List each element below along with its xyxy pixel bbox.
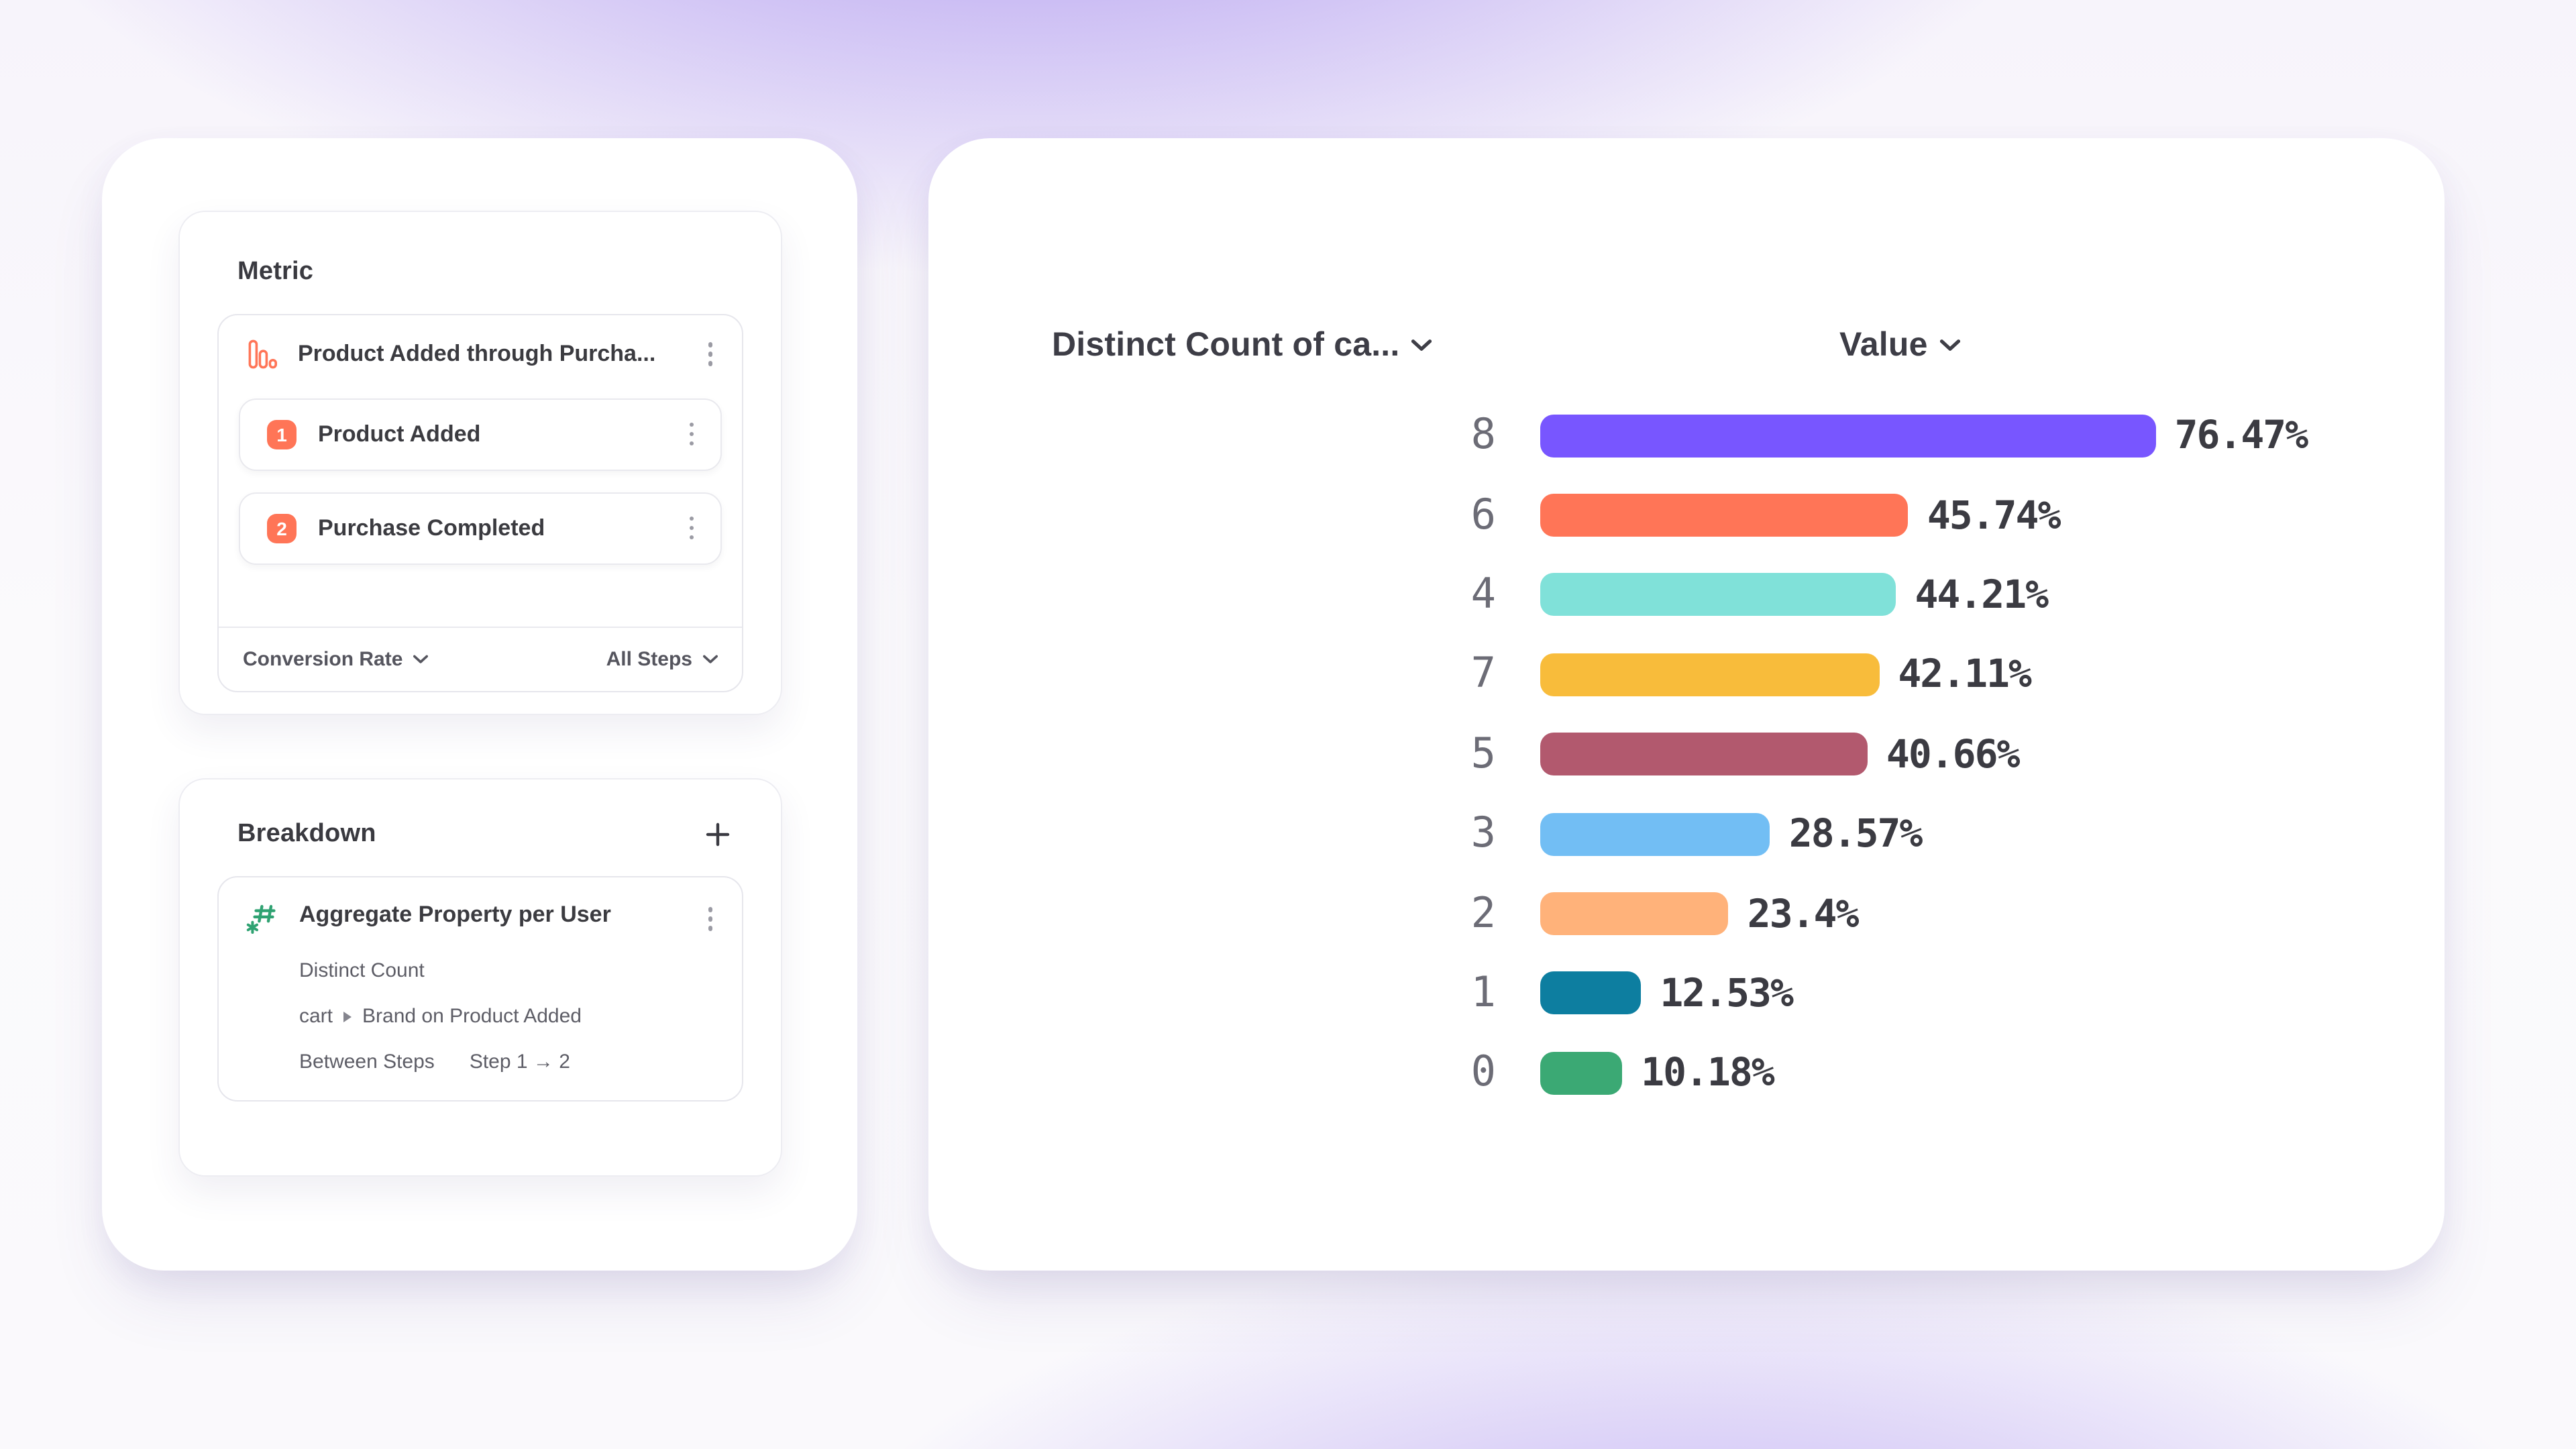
breakdown-property-path[interactable]: cart Brand on Product Added <box>299 1005 720 1028</box>
chart-row: 0 10.18% <box>928 1033 2445 1113</box>
breakdown-column-header-dropdown[interactable]: Distinct Count of ca... <box>1052 326 1432 365</box>
bar-value-label: 44.21% <box>1915 571 2049 617</box>
chart-row: 1 12.53% <box>928 953 2445 1033</box>
chevron-down-icon <box>1411 339 1432 351</box>
bar[interactable] <box>1540 892 1729 936</box>
step-1-label: Product Added <box>318 421 481 446</box>
bar-value-label: 28.57% <box>1788 810 1923 857</box>
funnel-chart-icon <box>248 339 278 368</box>
chart-row: 4 44.21% <box>928 555 2445 635</box>
metric-card-title: Metric <box>237 258 314 286</box>
breakdown-column-header-label: Distinct Count of ca... <box>1052 326 1400 364</box>
bar-value-label: 76.47% <box>2174 412 2309 458</box>
caret-right-icon <box>343 1011 352 1022</box>
chevron-down-icon <box>413 655 429 663</box>
numeric-property-icon <box>246 905 276 934</box>
value-column-header-label: Value <box>1839 326 1928 364</box>
all-steps-label: All Steps <box>606 648 692 671</box>
step-2-kebab-menu-icon[interactable] <box>681 511 702 545</box>
bar[interactable] <box>1540 573 1896 616</box>
bar-value-label: 45.74% <box>1927 492 2061 538</box>
bar[interactable] <box>1540 812 1770 856</box>
breakdown-item[interactable]: Aggregate Property per User Distinct Cou… <box>217 876 743 1102</box>
chevron-down-icon <box>703 655 718 663</box>
query-builder-panel: Metric Product Added through Purcha... 1… <box>102 138 857 1271</box>
chart-row: 7 42.11% <box>928 635 2445 714</box>
bar[interactable] <box>1540 733 1868 776</box>
chart-row: 8 76.47% <box>928 396 2445 476</box>
chart-panel: Distinct Count of ca... Value 8 76.47% 6… <box>928 138 2445 1271</box>
funnel-steps: 1 Product Added 2 Purchase Completed <box>219 390 742 586</box>
breakdown-scope[interactable]: Between Steps Step 1 → 2 <box>299 1051 720 1073</box>
breakdown-kebab-menu-icon[interactable] <box>700 902 720 936</box>
chart-row: 3 28.57% <box>928 794 2445 874</box>
bar-value-label: 42.11% <box>1898 651 2032 697</box>
property-parent-label: cart <box>299 1005 333 1028</box>
breakdown-aggregation[interactable]: Distinct Count <box>299 959 720 982</box>
step-1-badge: 1 <box>267 419 297 449</box>
breakdown-card: Breakdown Aggregate Property per User Di… <box>178 778 782 1177</box>
aggregation-label: Distinct Count <box>299 959 425 982</box>
conversion-rate-label: Conversion Rate <box>243 648 403 671</box>
scope-label: Between Steps <box>299 1051 435 1073</box>
bar[interactable] <box>1540 494 1909 537</box>
step-1-kebab-menu-icon[interactable] <box>681 417 702 451</box>
row-category-label: 0 <box>1470 1048 1496 1097</box>
row-category-label: 3 <box>1470 809 1496 858</box>
funnel-step-2[interactable]: 2 Purchase Completed <box>239 492 722 564</box>
funnel-group: Product Added through Purcha... 1 Produc… <box>217 314 743 692</box>
step-2-label: Purchase Completed <box>318 515 545 540</box>
chart-row: 2 23.4% <box>928 874 2445 954</box>
chart-column-headers: Distinct Count of ca... Value <box>928 326 2445 380</box>
property-name-label: Brand on Product Added <box>362 1005 582 1028</box>
bar-value-label: 12.53% <box>1660 969 1794 1016</box>
add-breakdown-icon[interactable] <box>706 822 730 847</box>
row-category-label: 4 <box>1470 570 1496 619</box>
funnel-header[interactable]: Product Added through Purcha... <box>219 315 742 390</box>
conversion-rate-dropdown[interactable]: Conversion Rate <box>243 648 429 671</box>
bar-value-label: 10.18% <box>1641 1049 1775 1095</box>
chart-rows: 8 76.47% 6 45.74% 4 44.21% 7 42.11% 5 40… <box>928 396 2445 1113</box>
bar[interactable] <box>1540 1051 1623 1095</box>
bar[interactable] <box>1540 414 2156 458</box>
row-category-label: 5 <box>1470 729 1496 778</box>
all-steps-dropdown[interactable]: All Steps <box>606 648 718 671</box>
metric-card: Metric Product Added through Purcha... 1… <box>178 211 782 715</box>
breakdown-item-title: Aggregate Property per User <box>299 902 611 927</box>
value-column-header-dropdown[interactable]: Value <box>1839 326 1960 365</box>
row-category-label: 6 <box>1470 490 1496 539</box>
chart-row: 5 40.66% <box>928 714 2445 794</box>
bar-value-label: 40.66% <box>1886 731 2021 777</box>
bar[interactable] <box>1540 971 1642 1015</box>
breakdown-card-title: Breakdown <box>237 820 376 848</box>
funnel-footer: Conversion Rate All Steps <box>219 627 742 691</box>
row-category-label: 7 <box>1470 649 1496 698</box>
row-category-label: 1 <box>1470 968 1496 1017</box>
funnel-kebab-menu-icon[interactable] <box>700 337 720 371</box>
chevron-down-icon <box>1939 339 1960 351</box>
bar[interactable] <box>1540 653 1880 696</box>
chart-row: 6 45.74% <box>928 476 2445 555</box>
row-category-label: 2 <box>1470 889 1496 938</box>
bar-value-label: 23.4% <box>1747 890 1860 936</box>
row-category-label: 8 <box>1470 411 1496 460</box>
funnel-title: Product Added through Purcha... <box>298 340 656 366</box>
step-2-badge: 2 <box>267 513 297 543</box>
funnel-step-1[interactable]: 1 Product Added <box>239 398 722 470</box>
scope-value: Step 1 → 2 <box>469 1051 570 1073</box>
